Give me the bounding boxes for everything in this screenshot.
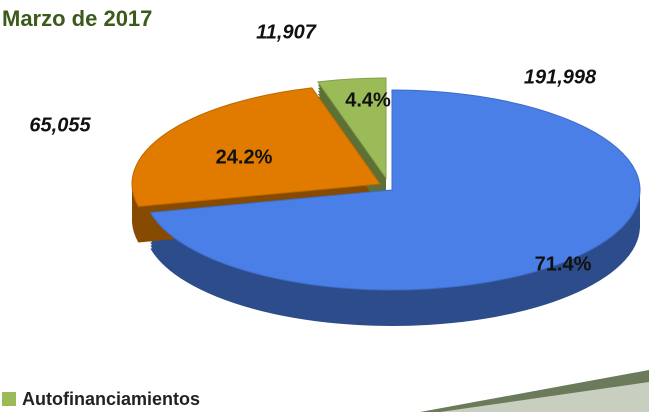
value-label: 65,055 (29, 114, 91, 136)
legend-swatch (2, 392, 16, 406)
slice (131, 87, 381, 208)
pie (131, 77, 641, 327)
slice (149, 89, 641, 291)
decor-band (440, 382, 649, 412)
legend-label: Autofinanciamientos (22, 389, 200, 409)
percentage-label: 71.4% (535, 253, 592, 275)
value-label: 11,907 (256, 21, 317, 43)
percentage-label: 24.2% (216, 146, 273, 168)
value-label: 191,998 (524, 66, 597, 88)
percentage-label: 4.4% (345, 89, 391, 111)
slice (317, 77, 387, 180)
chart-title: Marzo de 2017 (2, 6, 152, 31)
